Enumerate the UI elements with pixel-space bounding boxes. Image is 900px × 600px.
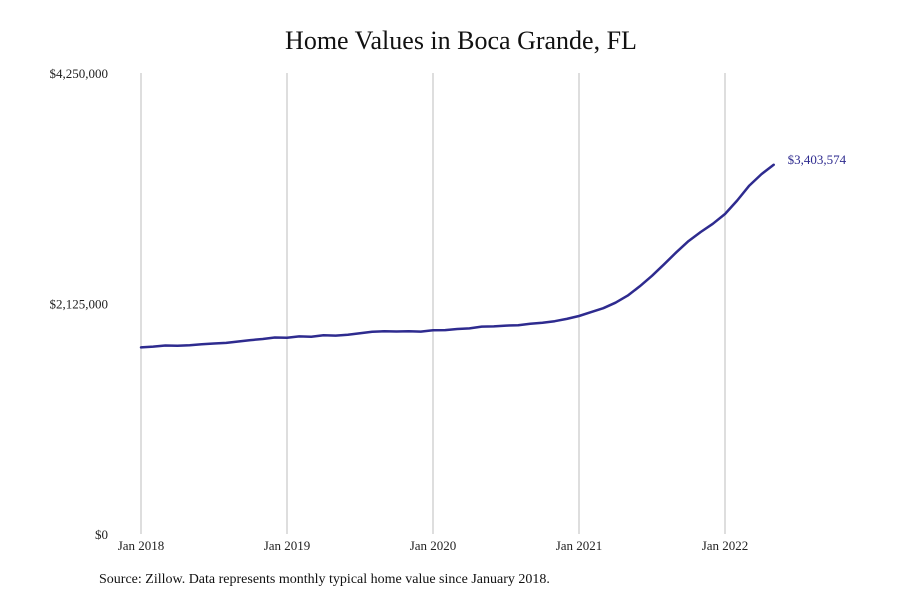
source-note: Source: Zillow. Data represents monthly …	[99, 572, 550, 587]
series-lines	[139, 163, 775, 349]
gridlines	[140, 73, 726, 534]
x-tick-label: Jan 2018	[118, 538, 165, 553]
data-labels: $3,403,574	[788, 152, 847, 167]
x-tick-label: Jan 2022	[702, 538, 749, 553]
x-tick-label: Jan 2019	[264, 538, 311, 553]
x-tick-label: Jan 2021	[556, 538, 603, 553]
x-tick-label: Jan 2020	[410, 538, 457, 553]
y-tick-label: $4,250,000	[50, 66, 109, 81]
x-axis-ticks: Jan 2018 Jan 2019 Jan 2020 Jan 2021 Jan 2022	[118, 538, 749, 553]
y-tick-label: $2,125,000	[50, 297, 109, 312]
series-line	[139, 163, 775, 349]
end-value-label: $3,403,574	[788, 152, 847, 167]
y-axis-ticks: $0 $2,125,000 $4,250,000	[50, 66, 109, 542]
y-tick-label: $0	[95, 527, 108, 542]
chart-title: Home Values in Boca Grande, FL	[285, 26, 637, 55]
